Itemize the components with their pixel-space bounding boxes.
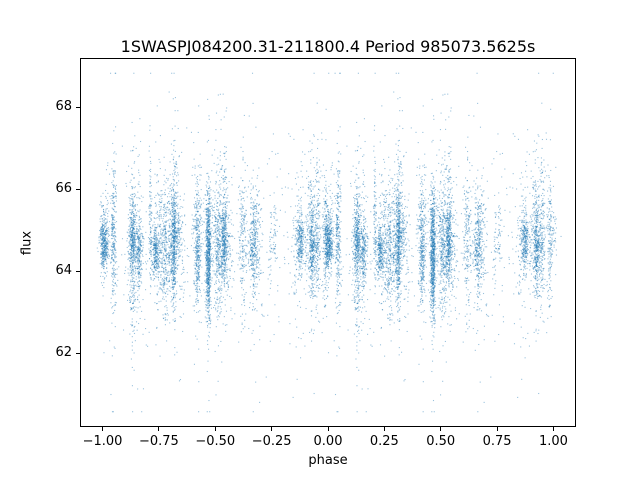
x-tick-label: 0.25 xyxy=(369,434,399,449)
x-tick-mark xyxy=(496,427,498,431)
y-tick-mark xyxy=(76,352,80,354)
x-tick-label: −0.25 xyxy=(251,434,292,449)
x-tick-label: 0.00 xyxy=(313,434,343,449)
y-tick-label: 62 xyxy=(55,345,72,361)
x-tick-label: 0.75 xyxy=(482,434,512,449)
x-tick-mark xyxy=(327,427,329,431)
x-tick-mark xyxy=(214,427,216,431)
x-tick-label: −1.00 xyxy=(82,434,123,449)
x-tick-mark xyxy=(102,427,104,431)
x-tick-mark xyxy=(271,427,273,431)
scatter-points-canvas xyxy=(81,59,575,426)
x-tick-mark xyxy=(552,427,554,431)
x-tick-label: −0.75 xyxy=(138,434,179,449)
y-tick-label: 64 xyxy=(55,263,72,279)
y-tick-label: 68 xyxy=(55,99,72,115)
x-tick-label: −0.50 xyxy=(195,434,236,449)
y-axis-label: flux xyxy=(19,230,35,255)
x-tick-mark xyxy=(383,427,385,431)
y-tick-mark xyxy=(76,188,80,190)
x-tick-label: 1.00 xyxy=(538,434,568,449)
x-tick-label: 0.50 xyxy=(426,434,456,449)
y-tick-label: 66 xyxy=(55,181,72,197)
y-tick-mark xyxy=(76,270,80,272)
x-tick-mark xyxy=(440,427,442,431)
y-tick-mark xyxy=(76,106,80,108)
x-tick-mark xyxy=(158,427,160,431)
x-axis-label: phase xyxy=(308,453,348,468)
chart-title: 1SWASPJ084200.31-211800.4 Period 985073.… xyxy=(120,37,536,56)
plot-area xyxy=(80,58,576,427)
